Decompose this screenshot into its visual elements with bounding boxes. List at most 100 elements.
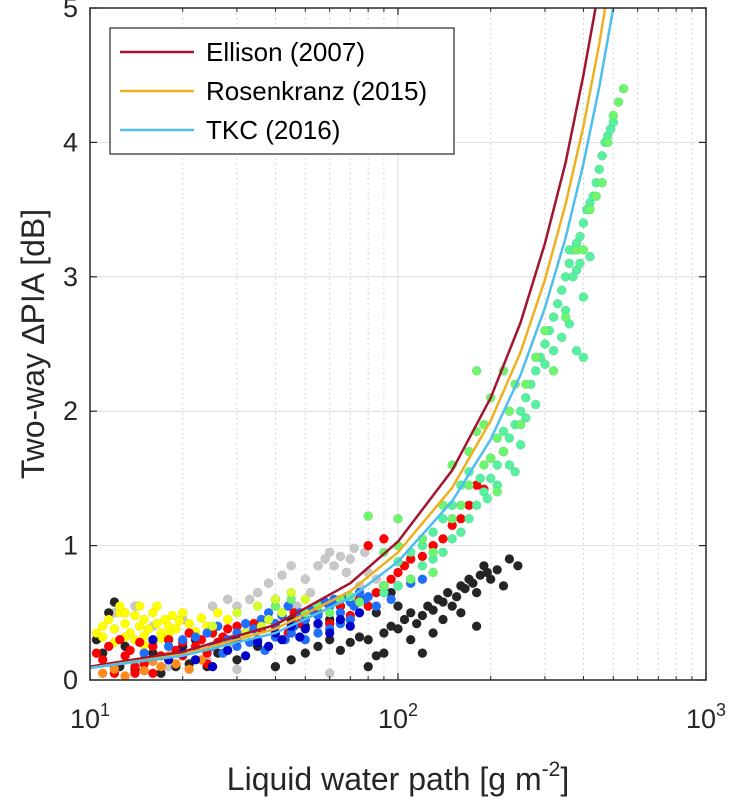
data-point <box>417 551 428 562</box>
data-point <box>393 513 403 524</box>
data-point <box>405 574 416 585</box>
data-point <box>471 621 482 632</box>
data-point <box>130 610 140 621</box>
data-point <box>335 614 346 625</box>
data-point <box>190 632 201 642</box>
data-point <box>335 551 346 562</box>
data-point <box>451 591 462 602</box>
data-point <box>540 359 550 370</box>
data-point <box>300 594 311 605</box>
data-point <box>196 613 207 624</box>
data-point <box>240 618 251 629</box>
data-point <box>212 607 223 618</box>
data-point <box>263 614 274 625</box>
data-point <box>114 634 125 645</box>
data-point <box>492 486 503 497</box>
data-point <box>313 628 323 638</box>
data-point <box>148 607 158 618</box>
data-point <box>134 637 145 648</box>
data-point <box>438 614 448 625</box>
data-point <box>447 513 458 524</box>
data-point <box>393 567 403 578</box>
x-tick-label: 103 <box>686 700 726 734</box>
data-point <box>277 607 287 618</box>
data-point <box>232 664 242 675</box>
data-point <box>515 406 526 417</box>
data-point <box>103 614 114 625</box>
data-point <box>568 271 578 282</box>
data-point <box>428 527 438 538</box>
data-point <box>471 587 482 598</box>
data-point <box>393 624 403 634</box>
data-point <box>263 578 274 589</box>
data-point <box>143 624 154 634</box>
data-point <box>447 601 458 611</box>
data-point <box>379 581 389 591</box>
data-point <box>393 601 403 611</box>
data-point <box>134 621 145 632</box>
data-point <box>578 292 589 302</box>
data-point <box>498 426 509 437</box>
data-point <box>578 218 589 228</box>
data-point <box>305 587 316 598</box>
data-point <box>548 312 559 322</box>
data-point <box>363 634 374 645</box>
data-point <box>456 500 466 511</box>
data-point <box>485 473 496 484</box>
legend-label: Ellison (2007) <box>206 37 365 67</box>
data-point <box>571 345 582 356</box>
data-point <box>109 624 120 634</box>
data-point <box>492 460 503 470</box>
data-point <box>438 597 448 607</box>
data-point <box>163 641 174 652</box>
data-point <box>341 567 352 578</box>
data-point <box>510 466 520 477</box>
data-point <box>438 534 448 544</box>
data-point <box>560 312 571 322</box>
data-point <box>575 258 585 269</box>
data-point <box>240 650 251 661</box>
data-point <box>277 634 287 645</box>
data-point <box>313 618 323 629</box>
data-point <box>618 83 629 94</box>
data-point <box>232 607 242 618</box>
data-point <box>371 601 382 611</box>
data-point <box>492 564 503 575</box>
legend-label: Rosenkranz (2015) <box>206 76 427 106</box>
data-point <box>471 366 482 376</box>
data-point <box>471 500 482 511</box>
data-point <box>564 258 575 269</box>
data-point <box>354 597 365 607</box>
data-point <box>363 661 374 672</box>
data-point <box>120 607 130 618</box>
data-point <box>417 610 428 621</box>
data-point <box>313 641 323 652</box>
data-point <box>597 177 607 188</box>
data-point <box>428 567 438 578</box>
data-point <box>460 583 470 594</box>
x-axis-label-main: Liquid water path [g m <box>227 761 542 797</box>
data-point <box>363 540 374 551</box>
data-point <box>207 621 218 632</box>
data-point <box>585 251 595 262</box>
data-point <box>613 97 624 107</box>
data-point <box>515 419 526 430</box>
data-point <box>114 601 125 611</box>
data-point <box>520 413 531 423</box>
data-point <box>300 574 311 585</box>
data-point <box>442 587 453 598</box>
data-point <box>139 614 150 625</box>
data-point <box>222 594 233 605</box>
model-curves <box>90 8 615 670</box>
data-point <box>578 245 589 255</box>
data-point <box>286 654 297 665</box>
data-point <box>171 659 181 669</box>
data-point <box>324 547 335 558</box>
data-point <box>479 460 489 470</box>
y-tick-label: 0 <box>63 665 78 695</box>
x-axis-label: Liquid water path [g m-2] <box>227 758 569 797</box>
data-point <box>513 560 523 571</box>
data-point <box>252 601 263 611</box>
data-point <box>300 624 311 634</box>
